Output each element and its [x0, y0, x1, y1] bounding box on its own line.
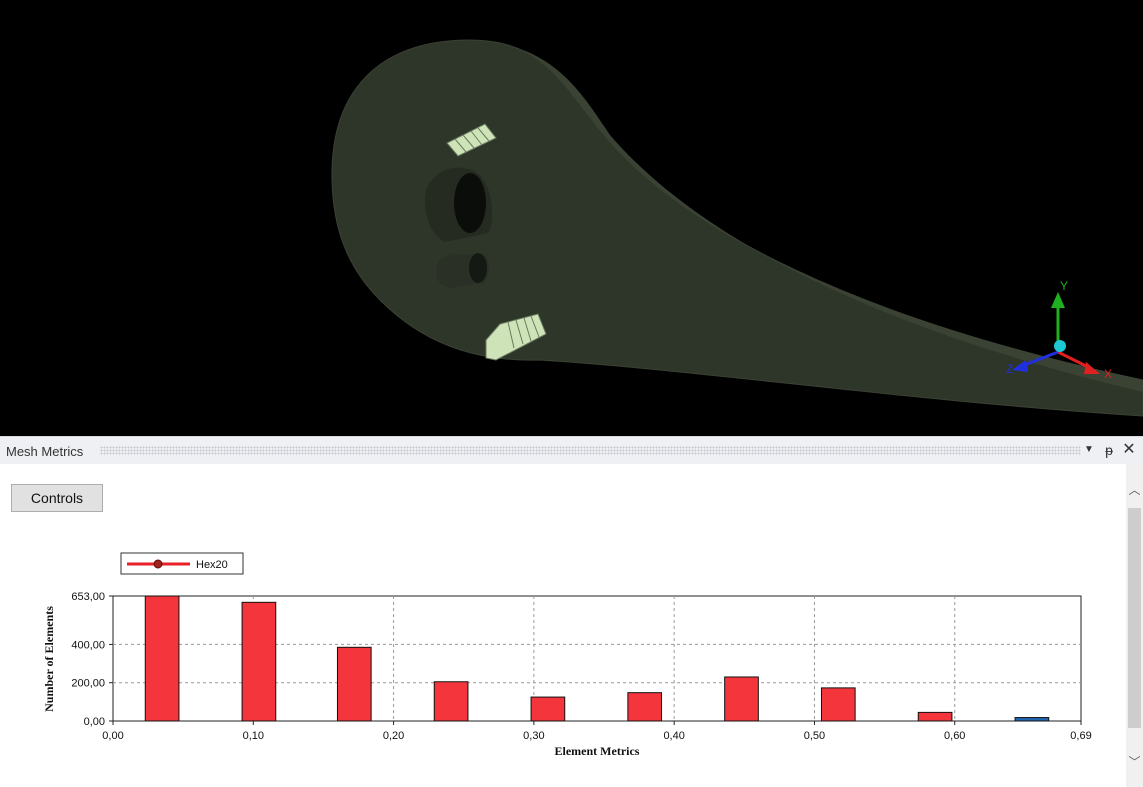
x-tick-label: 0,10 [243, 730, 264, 742]
titlebar-grip [100, 446, 1081, 455]
histogram-bar [241, 601, 277, 722]
scroll-thumb[interactable] [1128, 508, 1141, 728]
axis-label-y: Y [1060, 279, 1068, 293]
hole-lower-inner [469, 253, 487, 283]
bars [144, 595, 1050, 722]
y-tick-label: 653,00 [71, 591, 105, 603]
x-tick-labels: 0,00 0,10 0,20 0,30 0,40 0,50 0,60 0,69 [102, 721, 1092, 742]
histogram-bar [336, 646, 372, 722]
legend-marker-icon [153, 559, 163, 569]
x-tick-label: 0,40 [663, 730, 684, 742]
panel-title: Mesh Metrics [6, 444, 84, 459]
x-axis-title: Element Metrics [555, 744, 640, 758]
y-axis-title: Number of Elements [42, 606, 56, 712]
mesh-metrics-panel: Mesh Metrics ▼ ᵽ ✕ Controls Hex20 0,00 0,… [0, 436, 1143, 787]
histogram-bar [627, 692, 663, 722]
close-icon[interactable]: ✕ [1122, 441, 1136, 458]
histogram-bar [144, 595, 180, 722]
controls-button[interactable]: Controls [11, 484, 103, 512]
x-tick-label: 0,60 [944, 730, 965, 742]
model-view[interactable]: Y X Z [0, 0, 1143, 436]
histogram-bar [433, 681, 469, 722]
y-tick-label: 200,00 [71, 678, 105, 690]
histogram-bar [724, 676, 759, 722]
histogram-bar [917, 711, 953, 722]
y-tick-labels: 0,00 200,00 400,00 653,00 [71, 591, 113, 728]
hole-upper-inner [454, 173, 486, 233]
x-tick-label: 0,30 [523, 730, 544, 742]
panel-titlebar[interactable]: Mesh Metrics ▼ ᵽ ✕ [0, 436, 1143, 464]
axis-label-x: X [1104, 367, 1112, 381]
axis-triad [1012, 292, 1100, 374]
histogram-bar [1014, 717, 1050, 722]
legend-box: Hex20 [120, 552, 244, 575]
x-tick-label: 0,00 [102, 730, 123, 742]
pin-icon[interactable]: ᵽ [1105, 442, 1113, 458]
axis-label-z: Z [1006, 362, 1013, 376]
mesh-metrics-chart: Hex20 0,00 0,10 0,20 0,30 0,40 0,50 0,60 0,69 0… [42, 552, 1092, 758]
histogram-bar [820, 687, 856, 722]
vertical-scrollbar[interactable]: ︿ ﹀ [1126, 464, 1143, 787]
x-tick-label: 0,50 [804, 730, 825, 742]
legend-label: Hex20 [196, 559, 228, 571]
x-tick-label: 0,69 [1070, 730, 1091, 742]
3d-viewport[interactable]: Y X Z [0, 0, 1143, 436]
histogram-bar [530, 696, 566, 722]
mesh-patch-upper[interactable] [446, 123, 497, 157]
y-tick-label: 0,00 [84, 716, 105, 728]
dropdown-arrow-icon[interactable]: ▼ [1084, 444, 1094, 455]
y-tick-label: 400,00 [71, 639, 105, 651]
scroll-up-icon[interactable]: ︿ [1128, 483, 1141, 497]
scroll-down-icon[interactable]: ﹀ [1128, 755, 1141, 769]
x-tick-label: 0,20 [383, 730, 404, 742]
mesh-patch-lower[interactable] [485, 313, 547, 361]
